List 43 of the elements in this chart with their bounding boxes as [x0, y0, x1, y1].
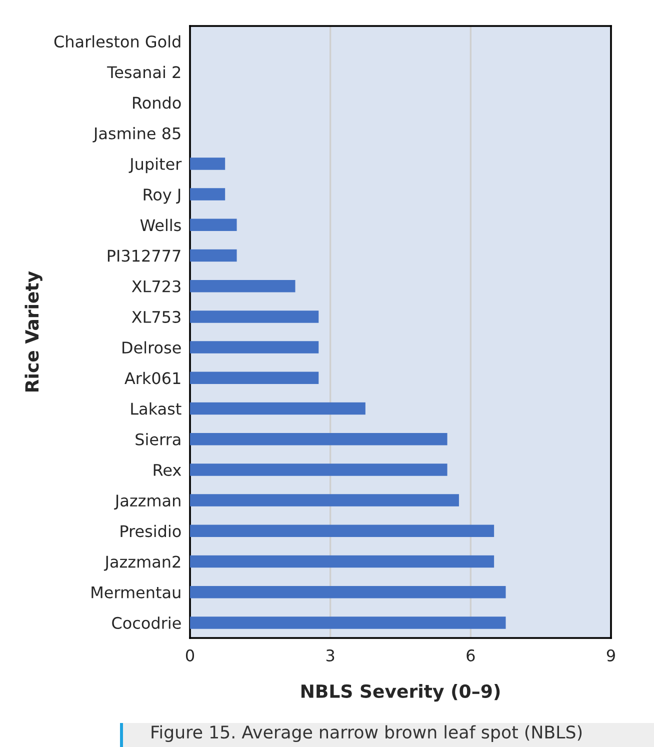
x-tick-label: 3: [326, 649, 334, 662]
y-tick-label: XL753: [132, 310, 180, 323]
y-tick-label: Tesanai 2: [107, 66, 180, 78]
y-tick-label: Jazzman: [114, 494, 180, 510]
y-tick-label: Jupiter: [128, 158, 182, 174]
bar: [190, 372, 319, 384]
bar: [190, 158, 226, 170]
y-tick-label: Lakast: [131, 402, 182, 415]
y-tick-label: Delrose: [122, 341, 181, 354]
bar: [190, 310, 319, 323]
y-tick-label: Cocodrie: [112, 616, 181, 629]
bar: [190, 494, 459, 506]
bar: [190, 280, 296, 292]
y-tick-label: Presidio: [120, 524, 181, 538]
y-tick-label: Mermentau: [92, 586, 180, 598]
y-tick-label: XL723: [132, 280, 180, 292]
x-axis-title: NBLS Severity (0–9): [301, 684, 500, 702]
bar: [190, 464, 448, 476]
y-tick-label: Wells: [140, 218, 181, 232]
y-tick-label: Rex: [154, 464, 182, 476]
y-tick-label: Charleston Gold: [54, 35, 180, 48]
bar: [190, 218, 237, 232]
bar: [190, 616, 506, 629]
bar: [190, 524, 494, 538]
y-tick-label: Roy J: [144, 188, 180, 204]
y-tick-label: Jasmine 85: [92, 127, 180, 142]
y-tick-label: Rondo: [133, 96, 181, 109]
bar: [190, 402, 366, 415]
y-tick-label: Jazzman2: [104, 556, 180, 571]
y-tick-label: PI312777: [108, 250, 180, 262]
bar: [190, 341, 319, 354]
x-tick-label: 9: [606, 649, 615, 662]
bar: [190, 432, 448, 446]
x-tick-label: 0: [186, 649, 194, 662]
bar: [190, 188, 226, 200]
bar: [190, 586, 506, 598]
y-tick-label: Ark061: [124, 372, 180, 384]
y-axis-title: Rice Variety: [24, 271, 42, 392]
x-tick-label: 6: [466, 649, 475, 662]
y-tick-label: Sierra: [136, 433, 180, 446]
bar: [190, 249, 237, 262]
caption: Figure 15. Average narrow brown leaf spot (NBLS): [152, 725, 582, 742]
bar: [190, 555, 494, 568]
